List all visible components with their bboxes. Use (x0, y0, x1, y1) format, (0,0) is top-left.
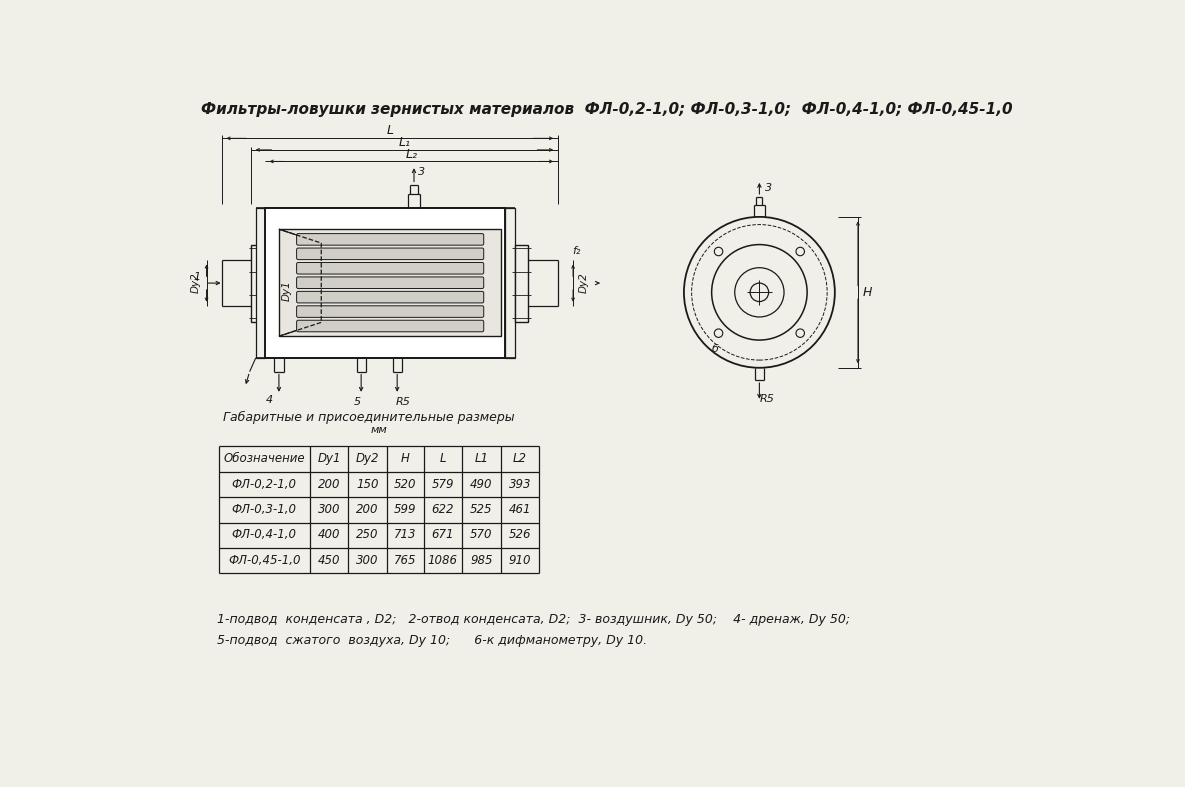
Bar (265, 208, 505, 358)
Bar (251, 245, 265, 322)
Text: б: б (712, 344, 719, 354)
Text: 1: 1 (193, 272, 200, 282)
Text: 461: 461 (508, 503, 531, 516)
Text: L: L (440, 453, 447, 465)
Text: L: L (386, 124, 393, 137)
Text: Габаритные и присоединительные размеры: Габаритные и присоединительные размеры (223, 411, 514, 423)
Text: ФЛ-0,4-1,0: ФЛ-0,4-1,0 (232, 528, 296, 541)
Text: ФЛ-0,45-1,0: ФЛ-0,45-1,0 (228, 554, 301, 567)
Text: Dy2: Dy2 (191, 273, 200, 294)
Text: L2: L2 (513, 453, 527, 465)
FancyBboxPatch shape (296, 248, 483, 260)
Text: 300: 300 (318, 503, 340, 516)
Text: мм: мм (371, 425, 387, 435)
FancyBboxPatch shape (296, 320, 483, 332)
Text: 985: 985 (470, 554, 493, 567)
Text: H: H (401, 453, 410, 465)
Text: 250: 250 (357, 528, 379, 541)
Bar (505, 208, 514, 358)
Text: 5-подвод  сжатого  воздуха, Dy 10;      6-к дифманометру, Dy 10.: 5-подвод сжатого воздуха, Dy 10; 6-к диф… (217, 634, 647, 647)
Text: ФЛ-0,3-1,0: ФЛ-0,3-1,0 (232, 503, 296, 516)
FancyBboxPatch shape (296, 277, 483, 289)
Text: 520: 520 (393, 478, 416, 490)
Text: 579: 579 (431, 478, 454, 490)
Text: Dy2: Dy2 (578, 273, 589, 294)
Text: Dy1: Dy1 (282, 280, 292, 301)
Text: f₂: f₂ (572, 246, 581, 256)
Text: 671: 671 (431, 528, 454, 541)
Text: 3: 3 (766, 183, 773, 193)
Text: 200: 200 (318, 478, 340, 490)
Text: L₂: L₂ (405, 148, 417, 161)
FancyBboxPatch shape (296, 291, 483, 303)
Text: 910: 910 (508, 554, 531, 567)
Text: 4: 4 (267, 395, 274, 405)
Text: Обозначение: Обозначение (224, 453, 305, 465)
Text: 525: 525 (470, 503, 493, 516)
Text: Фильтры-ловушки зернистых материалов  ФЛ-0,2-1,0; ФЛ-0,3-1,0;  ФЛ-0,4-1,0; ФЛ-0,: Фильтры-ловушки зернистых материалов ФЛ-… (201, 102, 1013, 116)
Bar (514, 245, 529, 322)
Text: 1086: 1086 (428, 554, 457, 567)
Text: 713: 713 (393, 528, 416, 541)
FancyBboxPatch shape (296, 234, 483, 246)
Text: 150: 150 (357, 478, 379, 490)
Bar (265, 208, 505, 358)
Text: ФЛ-0,2-1,0: ФЛ-0,2-1,0 (232, 478, 296, 490)
Text: 622: 622 (431, 503, 454, 516)
Text: Dy1: Dy1 (318, 453, 341, 465)
Text: 3: 3 (418, 167, 425, 177)
Text: 200: 200 (357, 503, 379, 516)
Bar (256, 208, 265, 358)
Text: R5: R5 (396, 397, 411, 407)
Text: 570: 570 (470, 528, 493, 541)
Text: 526: 526 (508, 528, 531, 541)
Text: 599: 599 (393, 503, 416, 516)
Text: L1: L1 (474, 453, 488, 465)
Text: 400: 400 (318, 528, 340, 541)
FancyBboxPatch shape (296, 263, 483, 274)
Text: 765: 765 (393, 554, 416, 567)
Text: Dy2: Dy2 (356, 453, 379, 465)
Text: 1-подвод  конденсата , D2;   2-отвод конденсата, D2;  3- воздушник, Dy 50;    4-: 1-подвод конденсата , D2; 2-отвод конден… (217, 613, 850, 626)
Text: L₁: L₁ (398, 136, 410, 150)
Text: R5: R5 (760, 394, 775, 404)
Text: 300: 300 (357, 554, 379, 567)
Text: H: H (863, 286, 872, 299)
Text: 450: 450 (318, 554, 340, 567)
Bar (278, 229, 501, 336)
Text: 393: 393 (508, 478, 531, 490)
Text: 5: 5 (354, 397, 361, 407)
FancyBboxPatch shape (296, 306, 483, 317)
Text: 490: 490 (470, 478, 493, 490)
